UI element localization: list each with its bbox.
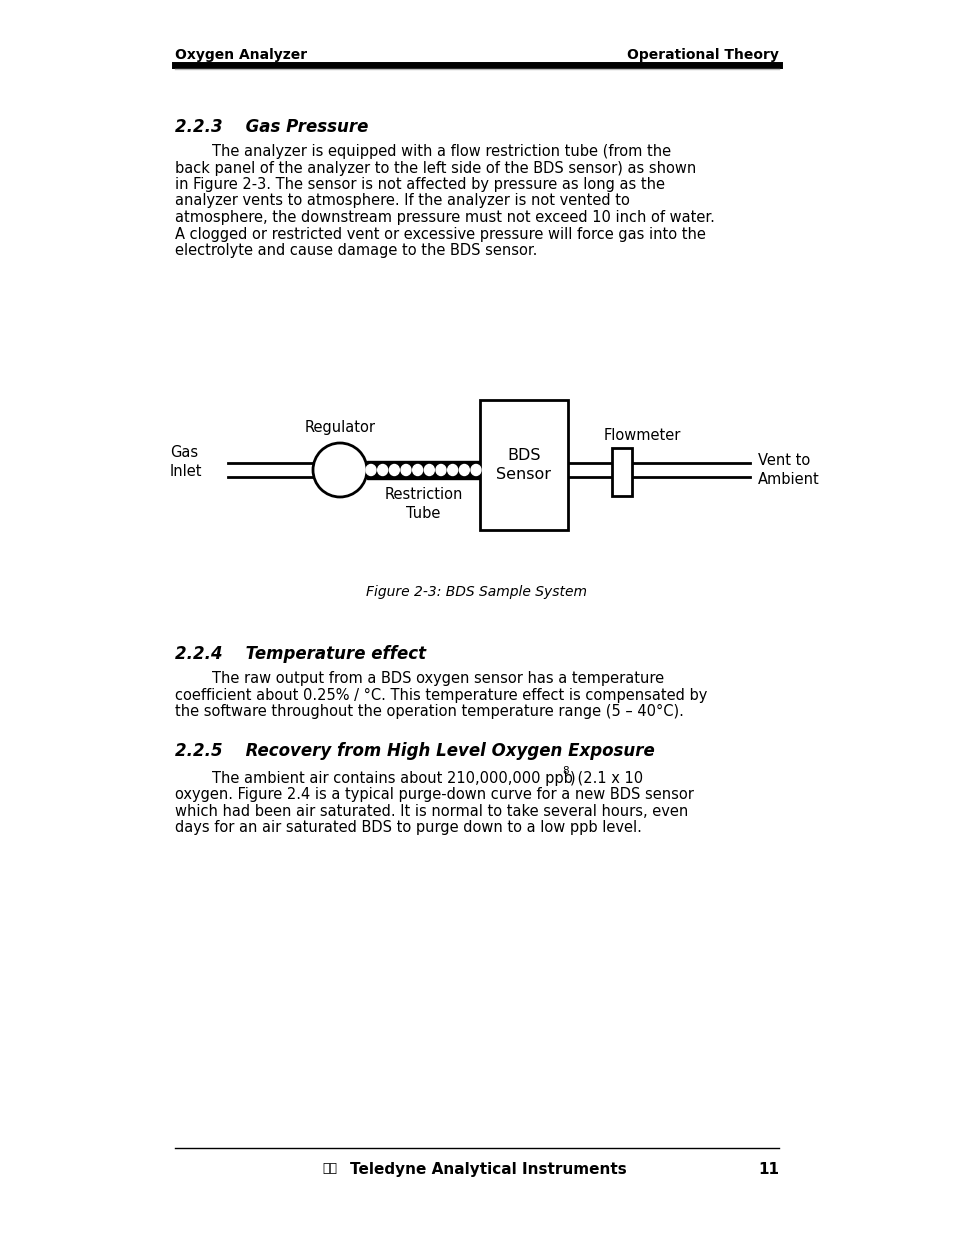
Bar: [479, 400, 567, 530]
Text: back panel of the analyzer to the left side of the BDS sensor) as shown: back panel of the analyzer to the left s…: [174, 161, 696, 175]
Ellipse shape: [377, 464, 387, 475]
Text: 🔼🔼: 🔼🔼: [322, 1162, 337, 1174]
Text: Flowmeter: Flowmeter: [602, 429, 680, 443]
Text: A clogged or restricted vent or excessive pressure will force gas into the: A clogged or restricted vent or excessiv…: [174, 226, 705, 242]
Text: Restriction
Tube: Restriction Tube: [384, 487, 462, 521]
Text: Oxygen Analyzer: Oxygen Analyzer: [174, 48, 307, 62]
Ellipse shape: [447, 464, 457, 475]
Ellipse shape: [366, 464, 375, 475]
Text: oxygen. Figure 2.4 is a typical purge-down curve for a new BDS sensor: oxygen. Figure 2.4 is a typical purge-do…: [174, 787, 693, 802]
Text: The raw output from a BDS oxygen sensor has a temperature: The raw output from a BDS oxygen sensor …: [174, 671, 663, 685]
Ellipse shape: [471, 464, 480, 475]
Text: Teledyne Analytical Instruments: Teledyne Analytical Instruments: [350, 1162, 626, 1177]
Ellipse shape: [458, 464, 469, 475]
Text: ): ): [570, 771, 576, 785]
Text: atmosphere, the downstream pressure must not exceed 10 inch of water.: atmosphere, the downstream pressure must…: [174, 210, 714, 225]
Text: Figure 2-3: BDS Sample System: Figure 2-3: BDS Sample System: [366, 585, 587, 599]
Ellipse shape: [424, 464, 434, 475]
Text: which had been air saturated. It is normal to take several hours, even: which had been air saturated. It is norm…: [174, 804, 687, 819]
Text: BDS
Sensor: BDS Sensor: [496, 447, 551, 483]
Circle shape: [313, 443, 367, 496]
Bar: [367, 461, 479, 479]
Text: Operational Theory: Operational Theory: [626, 48, 779, 62]
Text: The analyzer is equipped with a flow restriction tube (from the: The analyzer is equipped with a flow res…: [174, 144, 670, 159]
Text: days for an air saturated BDS to purge down to a low ppb level.: days for an air saturated BDS to purge d…: [174, 820, 641, 835]
Text: in Figure 2-3. The sensor is not affected by pressure as long as the: in Figure 2-3. The sensor is not affecte…: [174, 177, 664, 191]
Text: 2.2.3    Gas Pressure: 2.2.3 Gas Pressure: [174, 119, 368, 136]
Text: Vent to
Ambient: Vent to Ambient: [758, 453, 819, 487]
Ellipse shape: [400, 464, 411, 475]
Text: 2.2.5    Recovery from High Level Oxygen Exposure: 2.2.5 Recovery from High Level Oxygen Ex…: [174, 742, 654, 761]
Text: 8: 8: [561, 766, 568, 776]
Ellipse shape: [389, 464, 399, 475]
Text: Regulator: Regulator: [304, 420, 375, 435]
Text: the software throughout the operation temperature range (5 – 40°C).: the software throughout the operation te…: [174, 704, 683, 719]
Text: analyzer vents to atmosphere. If the analyzer is not vented to: analyzer vents to atmosphere. If the ana…: [174, 194, 629, 209]
Text: Gas
Inlet: Gas Inlet: [170, 445, 202, 479]
Text: 11: 11: [758, 1162, 779, 1177]
Bar: [612, 448, 631, 496]
Text: coefficient about 0.25% / °C. This temperature effect is compensated by: coefficient about 0.25% / °C. This tempe…: [174, 688, 706, 703]
Ellipse shape: [413, 464, 422, 475]
Ellipse shape: [436, 464, 446, 475]
Text: electrolyte and cause damage to the BDS sensor.: electrolyte and cause damage to the BDS …: [174, 243, 537, 258]
Text: The ambient air contains about 210,000,000 ppb (2.1 x 10: The ambient air contains about 210,000,0…: [174, 771, 642, 785]
Text: 2.2.4    Temperature effect: 2.2.4 Temperature effect: [174, 645, 426, 663]
